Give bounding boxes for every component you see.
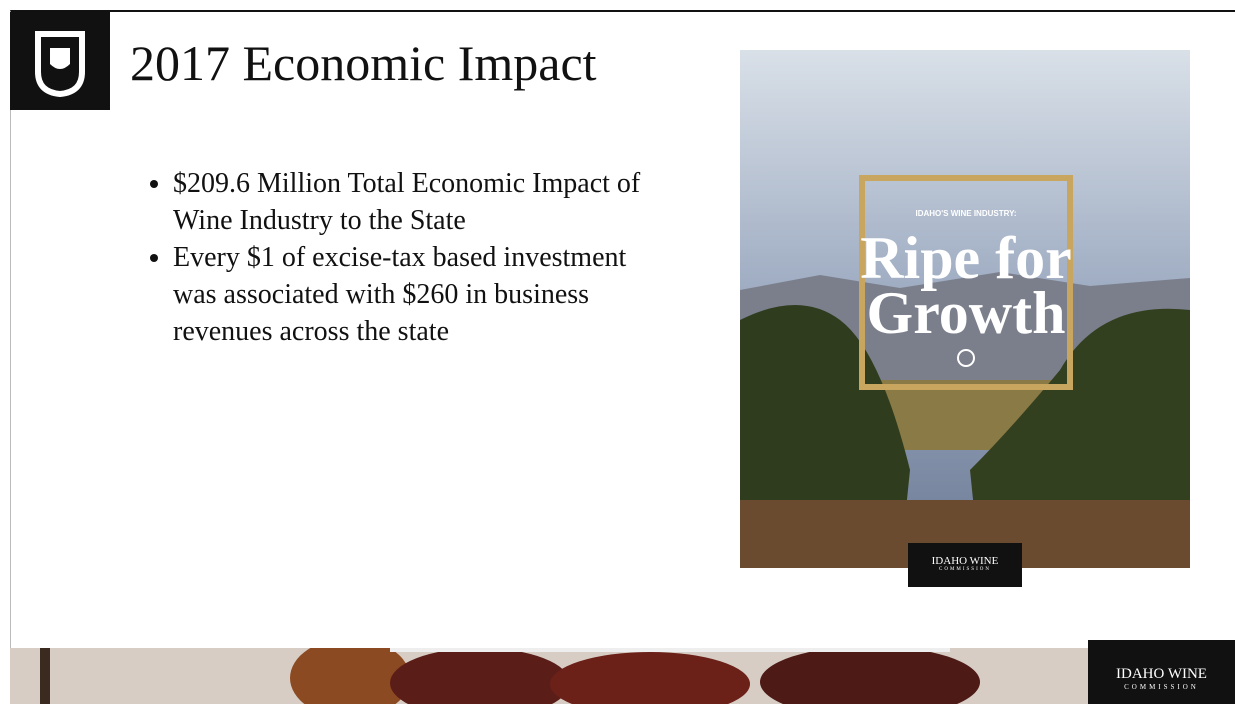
report-cover: IDAHO'S WINE INDUSTRY: Ripe for Growth <box>740 50 1190 568</box>
cover-badge: IDAHO WINE COMMISSION <box>908 543 1022 587</box>
cover-kicker: IDAHO'S WINE INDUSTRY: <box>915 209 1016 218</box>
logo-text: COMMISSION <box>1088 683 1235 691</box>
bullet: Every $1 of excise-tax based investment … <box>173 239 643 350</box>
cover-headline: Growth <box>867 280 1066 346</box>
logo-text: IDAHO WINE <box>1088 666 1235 683</box>
slide: 2017 Economic Impact $209.6 Million Tota… <box>0 0 1235 704</box>
bullet: $209.6 Million Total Economic Impact of … <box>173 165 643 239</box>
badge-text: COMMISSION <box>908 567 1022 572</box>
logo <box>10 12 110 110</box>
footer-logo: IDAHO WINE COMMISSION <box>1088 640 1235 704</box>
wine-glass-strip <box>10 648 1088 704</box>
bullet-list: $209.6 Million Total Economic Impact of … <box>135 165 643 350</box>
badge-text: IDAHO WINE <box>908 555 1022 567</box>
title: 2017 Economic Impact <box>130 34 597 92</box>
